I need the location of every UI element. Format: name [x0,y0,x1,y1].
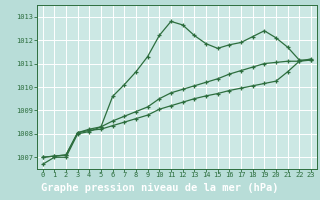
Text: Graphe pression niveau de la mer (hPa): Graphe pression niveau de la mer (hPa) [41,183,279,193]
